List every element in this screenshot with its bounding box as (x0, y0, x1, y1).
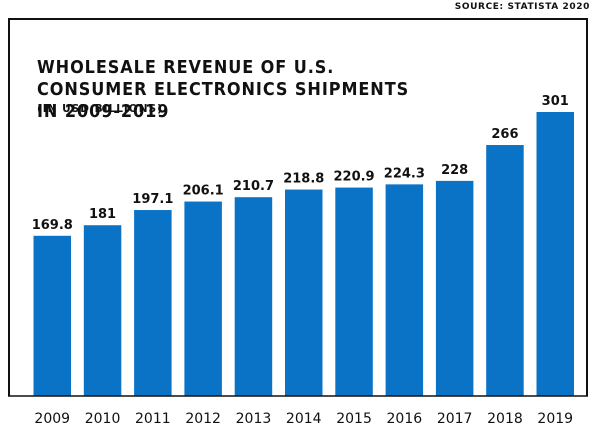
value-label-2011: 197.1 (132, 192, 173, 207)
x-tick-label-2014: 2014 (286, 411, 322, 427)
value-labels-group: 169.8 181 197.1 206.1 210.7 218.8 220.9 224.3 22… (32, 94, 569, 233)
bar-2014 (285, 189, 323, 396)
x-tick-label-2016: 2016 (387, 411, 423, 427)
bar-2019 (536, 112, 574, 396)
x-tick-label-2015: 2015 (336, 411, 372, 427)
x-tick-label-2017: 2017 (437, 411, 473, 427)
bar-2009 (33, 235, 71, 396)
value-label-2013: 210.7 (233, 179, 274, 194)
value-label-2018: 266 (491, 127, 518, 142)
value-label-2015: 220.9 (333, 170, 374, 185)
value-label-2009: 169.8 (32, 218, 73, 233)
bar-2017 (435, 180, 474, 396)
value-label-2017: 228 (441, 163, 468, 178)
chart-subtitle: (IN USD BILLIONS) (37, 103, 163, 115)
bar-2013 (234, 197, 273, 396)
bar-2018 (486, 145, 524, 396)
x-tick-label-2010: 2010 (85, 411, 121, 427)
source-note: SOURCE: STATISTA 2020 (454, 2, 590, 12)
bar-2015 (335, 187, 373, 396)
value-label-2012: 206.1 (183, 184, 224, 199)
value-label-2019: 301 (542, 94, 569, 109)
value-label-2010: 181 (89, 207, 116, 222)
chart-frame (8, 18, 588, 396)
x-tick-labels-group: 2009 2010 2011 2012 2013 2014 2015 2016 2017 2018… (34, 411, 573, 427)
bar-2011 (134, 210, 172, 396)
bar-2012 (184, 201, 222, 396)
bars-group (33, 112, 574, 396)
value-label-2016: 224.3 (384, 166, 425, 181)
x-tick-label-2018: 2018 (487, 411, 523, 427)
value-label-2014: 218.8 (283, 172, 324, 187)
bar-2010 (83, 225, 122, 396)
bar-2016 (385, 184, 424, 396)
chart-title: WHOLESALE REVENUE OF U.S. CONSUMER ELECT… (37, 58, 410, 122)
x-tick-label-2009: 2009 (34, 411, 70, 427)
x-tick-label-2019: 2019 (537, 411, 573, 427)
x-tick-label-2012: 2012 (185, 411, 221, 427)
x-tick-label-2013: 2013 (236, 411, 272, 427)
x-tick-label-2011: 2011 (135, 411, 171, 427)
